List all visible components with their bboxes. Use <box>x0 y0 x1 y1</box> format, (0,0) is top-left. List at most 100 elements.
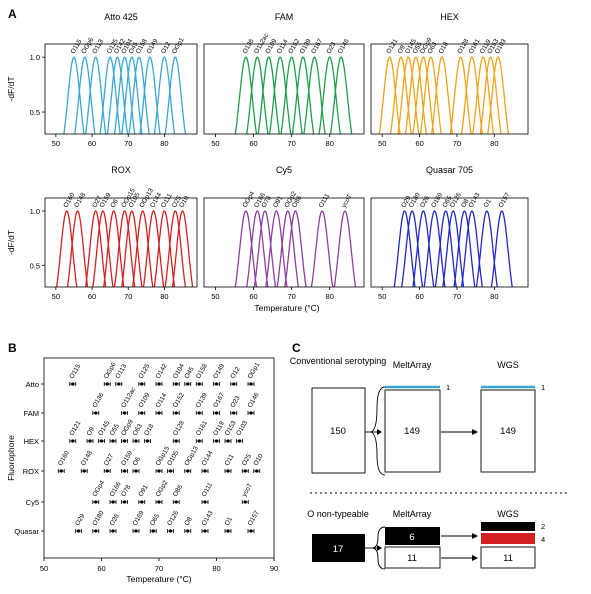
melt-frame-fam <box>203 43 365 135</box>
tm-point-label: O139 <box>195 391 209 409</box>
tm-point-hex-o55 <box>111 439 115 443</box>
c-top-box2-value: 149 <box>404 426 420 437</box>
melt-frame-cy5 <box>203 197 365 288</box>
tm-point-label: O148 <box>80 449 94 467</box>
tm-point-rox-o105 <box>168 469 173 473</box>
melt-curve-fam-o136 <box>234 56 258 134</box>
melt-peak-label: O146 <box>337 38 351 56</box>
melt-curve-fam-o114 <box>268 56 292 134</box>
c-bottom-col3-title: WGS <box>497 509 519 519</box>
tm-xtick-label: 90 <box>270 564 278 573</box>
melt-xtick-label: 50 <box>211 292 219 301</box>
tm-xtick-label: 50 <box>40 564 48 573</box>
melt-xtick-label: 80 <box>160 292 168 301</box>
tm-point-atto-o104 <box>174 382 178 386</box>
c-bottom-box1 <box>312 534 365 562</box>
melt-xtick-label: 60 <box>415 139 423 148</box>
c-bottom-count-black: 2 <box>541 522 545 531</box>
melt-panel-title-quasar-705: Quasar 705 <box>426 165 473 175</box>
tm-point-atto-o149 <box>214 382 219 386</box>
melt-curve-atto-425-o45 <box>121 56 143 134</box>
melt-xlabel: Temperature (°C) <box>254 303 319 313</box>
tm-point-rox-o159 <box>122 469 127 473</box>
melt-curve-rox-o10 <box>171 210 194 287</box>
tm-point-atto-o125 <box>140 382 144 386</box>
melt-curve-quasar-705-o143 <box>460 210 483 287</box>
melt-curve-atto-425-o125 <box>99 56 121 134</box>
melt-peak-label: O149 <box>146 38 160 56</box>
tm-point-label: O146 <box>247 391 261 409</box>
c-top-col1-title: Conventional serotyping <box>290 356 387 366</box>
melt-xtick-label: 80 <box>490 139 498 148</box>
c-top-box2 <box>384 389 441 473</box>
melt-peak-label: O167 <box>310 38 324 56</box>
melt-curve-quasar-705-o126 <box>442 210 465 287</box>
panel-label-a: A <box>8 7 17 21</box>
melt-curves-atto-425 <box>63 56 187 134</box>
c-bottom-arrowhead3 <box>472 555 478 561</box>
melt-xtick-label: 60 <box>88 139 96 148</box>
melt-peak-label: OGp1 <box>171 36 186 55</box>
melt-curve-cy5-o78 <box>253 210 277 287</box>
tm-point-atto-o158 <box>197 382 201 386</box>
tm-point-cy5-ogp2 <box>157 500 161 504</box>
melt-xtick-label: 70 <box>287 292 295 301</box>
melt-curve-fam-o112ac <box>246 56 269 134</box>
tm-point-hex-o153 <box>226 439 230 443</box>
tm-point-quasar-o26 <box>111 529 115 533</box>
melt-xtick-label: 80 <box>326 139 334 148</box>
melt-curve-atto-425-ogp6 <box>74 56 96 134</box>
melt-panel-title-fam: FAM <box>275 12 294 22</box>
tm-point-fam-o112ac <box>122 411 127 415</box>
melt-peak-label: O8 <box>460 198 471 209</box>
melt-peak-label: O1 <box>483 198 494 209</box>
tm-category-label-fam: FAM <box>24 409 39 418</box>
melt-xtick-label: 50 <box>211 139 219 148</box>
melt-peak-label: O91 <box>272 195 284 209</box>
melt-xtick-label: 80 <box>490 292 498 301</box>
melt-xtick-label: 70 <box>287 139 295 148</box>
tm-point-fam-o23 <box>232 411 236 415</box>
melt-peak-label: O143 <box>468 191 482 209</box>
melt-ytick-label: 1.0 <box>30 207 40 216</box>
c-bottom-arrowhead2 <box>472 533 478 539</box>
melt-curve-hex-o153 <box>479 56 502 134</box>
melt-curve-hex-o55 <box>404 56 427 134</box>
tm-xtick-label: 60 <box>97 564 105 573</box>
melt-peak-label: O12 <box>160 41 172 55</box>
melt-xtick-label: 50 <box>52 292 60 301</box>
melt-xtick-label: 80 <box>326 292 334 301</box>
tm-point-label: O12 <box>229 366 241 380</box>
tm-point-label: O11 <box>224 453 236 467</box>
melt-curve-quasar-705-o169 <box>423 210 446 287</box>
melt-curve-rox-o159 <box>92 210 114 287</box>
c-bottom-col2-title: MeltArray <box>393 509 432 519</box>
tm-point-label: O121 <box>68 419 82 437</box>
melt-xtick-label: 70 <box>124 292 132 301</box>
tm-point-rox-ogp15 <box>157 469 161 473</box>
tm-point-label: O63 <box>132 423 144 437</box>
tm-point-rox-o148 <box>82 469 86 473</box>
melt-frame-hex <box>370 43 529 135</box>
melt-curve-rox-o27 <box>84 210 107 287</box>
melt-curve-atto-425-o113 <box>84 56 107 134</box>
tm-point-atto-ogp6 <box>105 382 109 386</box>
tm-point-label: O157 <box>247 509 261 527</box>
melt-curve-cy5-o91 <box>265 210 288 287</box>
melt-ylabel: -dF/dT <box>6 76 16 101</box>
melt-curve-hex-o145 <box>397 56 420 134</box>
tm-point-rox-o25 <box>243 469 247 473</box>
melt-curves-cy5 <box>234 210 357 287</box>
tm-point-label: O125 <box>137 362 151 380</box>
tm-xlabel: Temperature (°C) <box>126 574 191 584</box>
melt-curve-fam-o146 <box>329 56 353 134</box>
tm-point-label: O25 <box>241 453 253 467</box>
tm-point-hex-o128 <box>174 439 178 443</box>
melt-frame-quasar-705 <box>370 197 529 288</box>
panel-c-comparison: Conventional serotyping MeltArray WGS 15… <box>290 356 570 570</box>
tm-point-label: O115 <box>68 363 82 380</box>
tm-point-hex-o161 <box>197 439 201 443</box>
c-bottom-box1-value: 17 <box>333 544 344 555</box>
c-top-arrowhead2 <box>472 429 478 435</box>
